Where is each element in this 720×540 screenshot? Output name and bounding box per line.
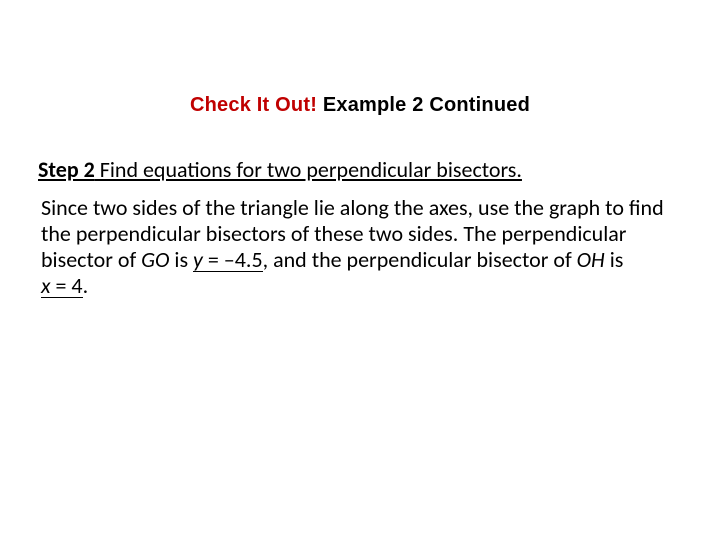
body-paragraph: Since two sides of the triangle lie alon… — [41, 195, 679, 299]
eq2-rest: = 4 — [51, 272, 83, 299]
body-period: . — [83, 272, 89, 299]
step-line: Step 2 Find equations for two perpendicu… — [38, 157, 682, 182]
slide-title: Check It Out! Example 2 Continued — [0, 94, 720, 117]
body-mid1: is — [169, 246, 193, 273]
body-mid2: , and the perpendicular bisector of — [263, 246, 577, 273]
eq1-var: y — [193, 246, 203, 273]
eq1-rest: = –4.5 — [203, 246, 263, 273]
title-red-text: Check It Out! — [190, 94, 317, 116]
title-black-text: Example 2 Continued — [323, 94, 530, 116]
step-text: Find equations for two perpendicular bis… — [95, 156, 522, 183]
eq2-var: x — [41, 272, 51, 299]
equation-2: x = 4 — [41, 274, 83, 298]
body-mid3: is — [605, 246, 624, 273]
slide: Check It Out! Example 2 Continued Step 2… — [0, 0, 720, 540]
segment-oh: OH — [577, 246, 605, 273]
title-black-inner: Example 2 Continued — [323, 94, 530, 116]
segment-go: GO — [141, 246, 169, 273]
step-label: Step 2 — [38, 156, 95, 183]
equation-1: y = –4.5 — [193, 248, 263, 272]
